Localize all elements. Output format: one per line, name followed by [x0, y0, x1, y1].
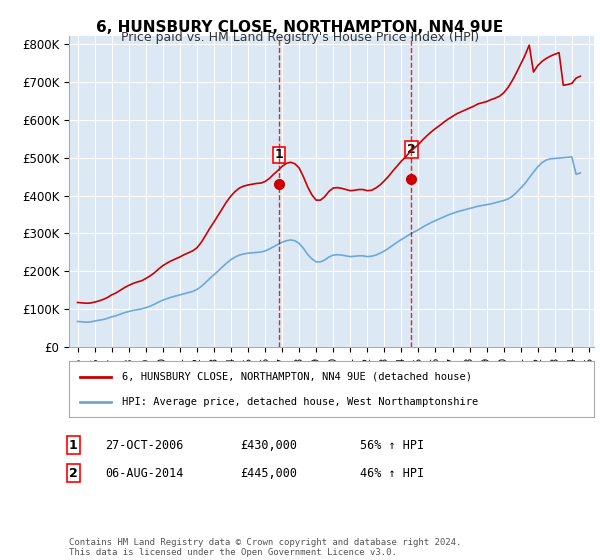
Text: 2: 2: [69, 466, 78, 480]
Text: 1: 1: [69, 438, 78, 452]
Text: Contains HM Land Registry data © Crown copyright and database right 2024.
This d: Contains HM Land Registry data © Crown c…: [69, 538, 461, 557]
Text: Price paid vs. HM Land Registry's House Price Index (HPI): Price paid vs. HM Land Registry's House …: [121, 31, 479, 44]
Text: 2: 2: [407, 143, 416, 156]
Text: 6, HUNSBURY CLOSE, NORTHAMPTON, NN4 9UE (detached house): 6, HUNSBURY CLOSE, NORTHAMPTON, NN4 9UE …: [121, 372, 472, 382]
Text: HPI: Average price, detached house, West Northamptonshire: HPI: Average price, detached house, West…: [121, 396, 478, 407]
Text: 6, HUNSBURY CLOSE, NORTHAMPTON, NN4 9UE: 6, HUNSBURY CLOSE, NORTHAMPTON, NN4 9UE: [97, 20, 503, 35]
Text: 06-AUG-2014: 06-AUG-2014: [105, 466, 184, 480]
Text: 56% ↑ HPI: 56% ↑ HPI: [360, 438, 424, 452]
Text: 1: 1: [275, 148, 283, 161]
Text: £445,000: £445,000: [240, 466, 297, 480]
Text: 27-OCT-2006: 27-OCT-2006: [105, 438, 184, 452]
Text: £430,000: £430,000: [240, 438, 297, 452]
Text: 46% ↑ HPI: 46% ↑ HPI: [360, 466, 424, 480]
